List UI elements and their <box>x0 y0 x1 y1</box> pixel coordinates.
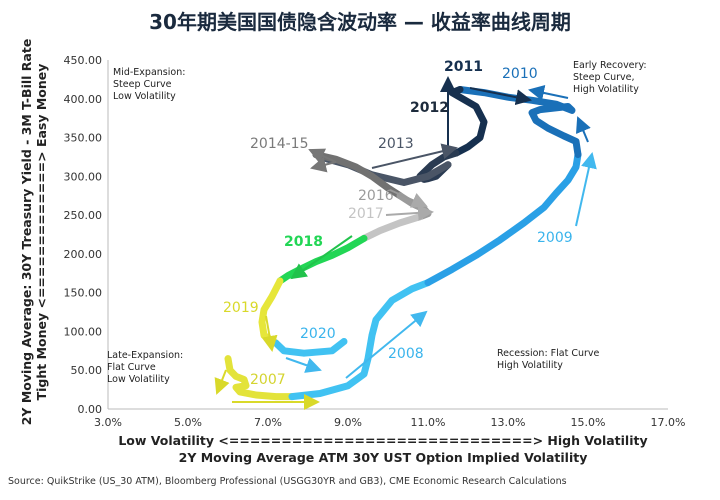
svg-text:High Volatility: High Volatility <box>573 84 639 95</box>
axis-ticks: 0.00 50.00 100.00 150.00 200.00 250.00 300.00 3… <box>64 54 686 429</box>
year-label-2010: 2010 <box>502 66 538 82</box>
y-tick-label: 250.00 <box>64 209 103 222</box>
series-line-2017 <box>360 213 424 242</box>
arrow-2020 <box>285 357 322 373</box>
region-label-early-recovery: Early Recovery: Steep Curve, High Volati… <box>573 60 647 95</box>
arrow-2010-left <box>528 85 569 101</box>
series-line-2019 <box>258 277 284 347</box>
y-tick-label: 300.00 <box>64 170 103 183</box>
svg-text:High Volatility: High Volatility <box>497 360 563 371</box>
x-tick-label: 7.0% <box>254 416 282 429</box>
svg-text:Low Volatility: Low Volatility <box>107 374 170 385</box>
y-tick-label: 400.00 <box>64 93 103 106</box>
y-axis-title-line1: 2Y Moving Average: 30Y Treasury Yield - … <box>19 39 34 426</box>
arrow-2011-right <box>469 87 532 106</box>
y-tick-label: 450.00 <box>64 54 103 67</box>
y-tick-label: 100.00 <box>64 325 103 338</box>
year-label-2012: 2012 <box>410 100 449 116</box>
x-tick-label: 17.0% <box>651 416 686 429</box>
cycle-arrows <box>214 76 597 410</box>
arrow-2013 <box>371 143 458 169</box>
year-label-2016: 2016 <box>358 188 394 204</box>
series-line-2020 <box>272 338 348 357</box>
x-axis-title-line1: Low Volatility <========================… <box>118 433 647 448</box>
series-line-2014-15 <box>312 151 404 200</box>
region-label-late-expansion: Late-Expansion: Flat Curve Low Volatilit… <box>107 350 183 385</box>
svg-text:Late-Expansion:: Late-Expansion: <box>107 350 183 361</box>
arrow-2016 <box>389 189 428 208</box>
arrow-2009 <box>575 152 597 227</box>
x-tick-label: 15.0% <box>571 416 606 429</box>
x-axis-title-line2: 2Y Moving Average ATM 30Y UST Option Imp… <box>179 450 588 465</box>
year-label-2007: 2007 <box>250 372 286 388</box>
year-label-2011: 2011 <box>444 59 483 75</box>
arrow-2007-left <box>214 369 230 395</box>
year-label-2019: 2019 <box>223 300 259 316</box>
arrow-2017 <box>385 204 434 221</box>
year-label-2008: 2008 <box>388 346 424 362</box>
arrow-2014-up <box>308 148 337 164</box>
year-label-2014-15: 2014-15 <box>250 136 309 152</box>
x-tick-label: 5.0% <box>174 416 202 429</box>
series-line-2011 <box>448 86 488 157</box>
year-label-2017: 2017 <box>348 206 384 222</box>
y-tick-label: 50.00 <box>71 364 103 377</box>
x-tick-label: 9.0% <box>334 416 362 429</box>
year-label-2020: 2020 <box>300 326 336 342</box>
series-line-2007 <box>224 355 296 401</box>
svg-text:Steep Curve,: Steep Curve, <box>573 72 635 83</box>
x-tick-label: 11.0% <box>411 416 446 429</box>
svg-text:Early Recovery:: Early Recovery: <box>573 60 647 71</box>
svg-text:Flat Curve: Flat Curve <box>107 362 156 373</box>
x-tick-label: 13.0% <box>491 416 526 429</box>
year-label-2018: 2018 <box>284 234 323 250</box>
arrow-2014-down <box>310 156 337 173</box>
svg-text:Mid-Expansion:: Mid-Expansion: <box>113 67 185 78</box>
x-tick-label: 3.0% <box>94 416 122 429</box>
source-note: Source: QuikStrike (US_30 ATM), Bloomber… <box>8 476 567 487</box>
y-tick-label: 200.00 <box>64 248 103 261</box>
year-label-2013: 2013 <box>378 136 414 152</box>
series-line-2010 <box>456 86 582 159</box>
series-line-2008 <box>288 279 432 401</box>
svg-text:Recession: Flat Curve: Recession: Flat Curve <box>497 348 600 359</box>
region-label-mid-expansion: Mid-Expansion: Steep Curve Low Volatilit… <box>113 67 185 102</box>
svg-text:Low Volatility: Low Volatility <box>113 91 176 102</box>
y-tick-label: 350.00 <box>64 132 103 145</box>
y-tick-label: 0.00 <box>78 403 103 416</box>
y-axis-title-line2: Tight Money <=============> Easy Money <box>34 64 49 401</box>
y-tick-label: 150.00 <box>64 287 103 300</box>
series-line-2009 <box>424 151 582 287</box>
arrow-2019 <box>261 315 278 352</box>
arrow-2010-up <box>576 116 591 143</box>
svg-text:Steep Curve: Steep Curve <box>113 79 172 90</box>
arrow-2008 <box>345 310 428 379</box>
arrow-2018 <box>290 235 353 280</box>
region-label-recession: Recession: Flat Curve High Volatility <box>497 348 600 371</box>
year-label-2009: 2009 <box>537 230 573 246</box>
chart-title: 30年期美国国债隐含波动率 — 收益率曲线周期 <box>149 10 571 34</box>
